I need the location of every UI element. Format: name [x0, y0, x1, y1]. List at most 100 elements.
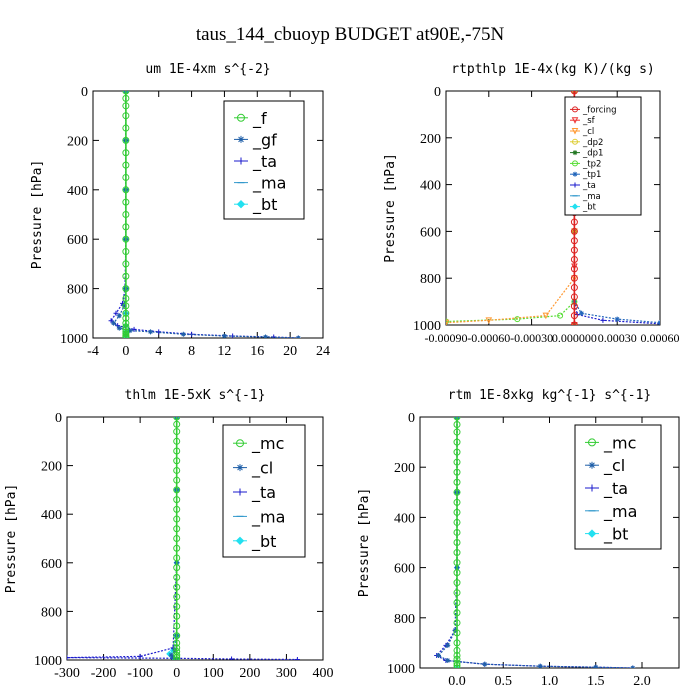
plot-area	[434, 417, 636, 668]
x-tick-label: -0.00060	[467, 331, 510, 345]
data-point	[122, 294, 130, 302]
data-point	[122, 314, 130, 322]
y-axis-label: Pressure [hPa]	[30, 160, 45, 270]
legend-label: _bt	[582, 203, 597, 213]
legend-label: _cl	[582, 127, 594, 137]
legend-marker	[572, 138, 578, 145]
x-tick-label: 8	[188, 344, 195, 359]
x-tick-label: 0.000000	[552, 331, 597, 345]
data-point	[570, 246, 578, 254]
legend: _mc _cl _ta _ma _bt	[222, 424, 306, 558]
y-axis-label: Pressure [hPa]	[4, 484, 19, 594]
data-point	[221, 333, 227, 338]
data-point	[122, 186, 130, 194]
data-point	[173, 476, 181, 484]
x-tick-label: -200	[91, 666, 117, 681]
data-point	[122, 285, 130, 293]
data-point	[453, 569, 461, 577]
data-point	[113, 310, 119, 316]
data-point	[122, 102, 130, 110]
x-tick-label: -0.00090	[425, 331, 468, 345]
data-point	[570, 293, 578, 301]
series-line-cl	[437, 417, 633, 668]
data-point	[453, 528, 461, 536]
data-point	[453, 589, 461, 597]
series-line-tp2	[446, 91, 575, 323]
legend-marker	[588, 438, 596, 447]
data-point	[570, 312, 578, 320]
x-tick-label: 16	[250, 344, 264, 359]
data-point	[600, 317, 606, 323]
y-tick-label: 200	[420, 132, 441, 147]
data-point	[557, 312, 564, 319]
data-point	[173, 486, 181, 494]
data-point	[453, 629, 461, 637]
data-point	[570, 255, 578, 263]
data-point	[122, 309, 130, 317]
y-tick-label: 800	[67, 283, 88, 298]
data-point	[148, 329, 153, 335]
x-tick-label: 300	[276, 666, 297, 681]
x-tick-label: 2.0	[633, 674, 651, 689]
y-tick-label: 0	[55, 411, 62, 426]
data-point	[122, 334, 130, 338]
data-point	[173, 622, 181, 630]
panel-title: rtm 1E-8xkg kg^{-1} s^{-1}	[448, 388, 652, 403]
data-point	[122, 211, 130, 218]
legend-label: _cl	[603, 456, 625, 476]
data-point	[453, 458, 461, 466]
legend-marker	[237, 157, 245, 165]
data-point	[446, 319, 450, 325]
legend-marker	[572, 171, 578, 177]
data-point	[657, 320, 660, 325]
legend-marker	[572, 160, 578, 167]
legend-label: _ta	[603, 479, 628, 499]
legend-label: _dp1	[582, 149, 603, 159]
legend-marker	[571, 128, 579, 135]
data-point	[570, 265, 578, 273]
data-point	[453, 438, 461, 446]
data-point	[173, 466, 181, 474]
data-point	[173, 515, 181, 523]
data-point	[453, 428, 461, 436]
data-point	[436, 652, 441, 658]
y-tick-label: 800	[41, 605, 62, 620]
legend-marker	[236, 439, 244, 448]
legend-marker	[588, 461, 596, 469]
data-point	[116, 325, 122, 331]
legend-marker	[236, 488, 244, 496]
y-tick-label: 200	[394, 461, 415, 476]
legend-marker	[572, 150, 578, 156]
x-tick-label: 0	[122, 344, 129, 359]
legend: _forcing_sf_cl_dp2_dp1_tp2_tp1_ta_ma_bt	[564, 96, 642, 216]
data-point	[122, 149, 130, 157]
data-point	[630, 665, 636, 668]
x-tick-label: 1.5	[587, 674, 605, 689]
data-point	[570, 302, 578, 310]
data-point	[173, 603, 181, 611]
data-point	[173, 583, 181, 591]
data-point	[453, 508, 461, 516]
y-tick-label: 400	[394, 511, 415, 526]
y-tick-label: 1000	[34, 654, 62, 669]
data-point	[453, 518, 461, 526]
data-point	[122, 302, 130, 310]
y-tick-label: 800	[394, 612, 415, 627]
legend: _mc _cl _ta _ma _bt	[574, 424, 662, 550]
plot-frame	[66, 416, 324, 661]
data-point	[122, 161, 130, 169]
legend-marker	[237, 113, 245, 122]
data-point	[122, 223, 130, 231]
data-point	[173, 544, 181, 552]
y-tick-label: 400	[41, 508, 62, 523]
legend-marker	[235, 536, 245, 546]
data-point	[229, 656, 235, 660]
data-point	[294, 657, 300, 660]
data-point	[180, 331, 186, 337]
data-point	[173, 612, 181, 620]
data-point	[131, 326, 137, 332]
legend-label: _ma	[252, 174, 286, 194]
legend-label: _ta	[582, 181, 596, 191]
data-point	[542, 312, 550, 320]
